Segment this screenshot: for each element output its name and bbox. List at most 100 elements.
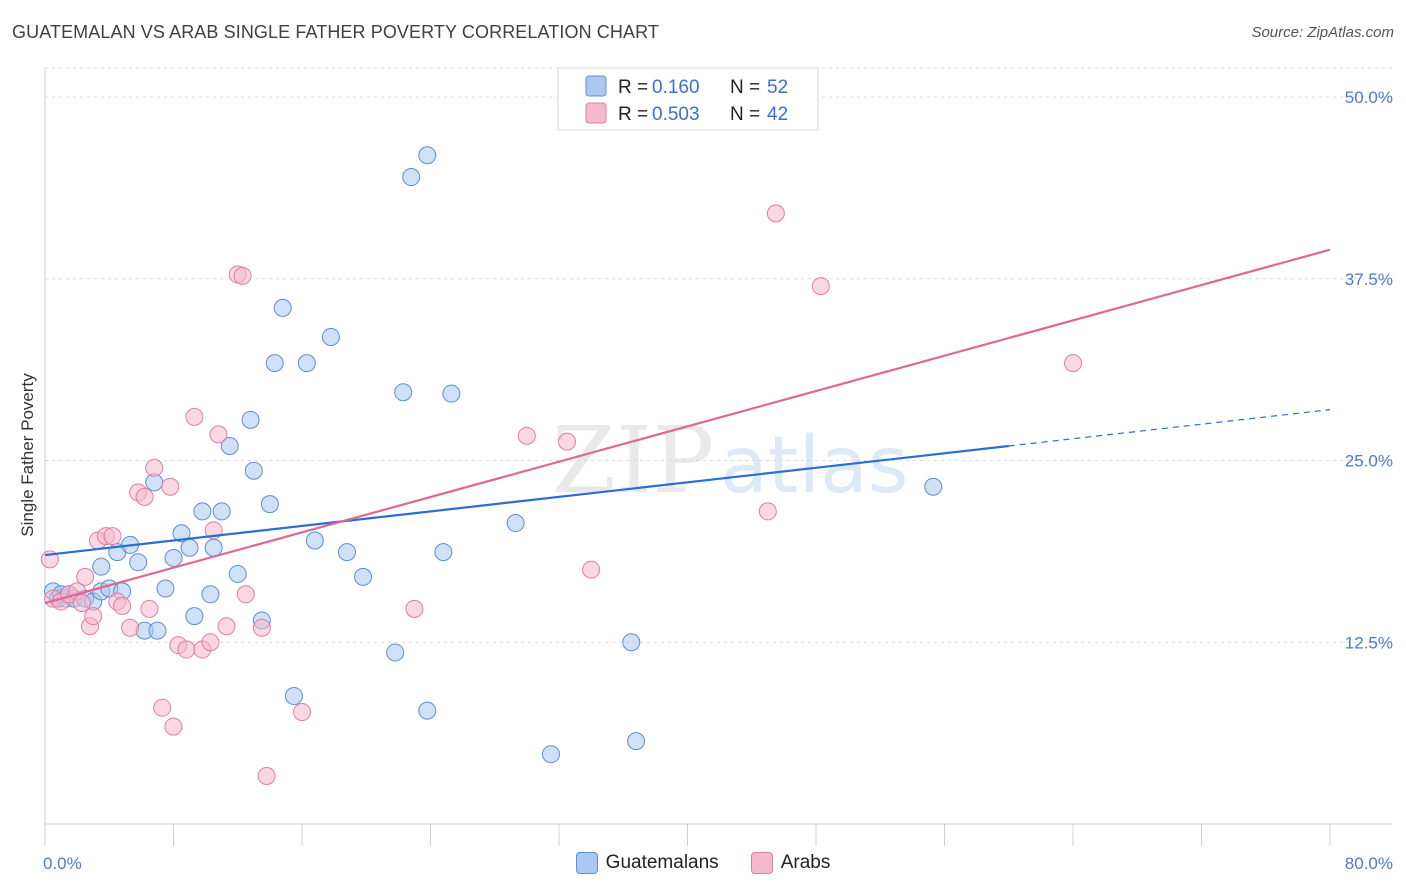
legend-r-label-1: R =: [618, 77, 648, 98]
source-credit: Source: ZipAtlas.com: [1251, 24, 1394, 41]
guatemalan-point-51: [627, 732, 646, 751]
guatemalan-point-52: [924, 477, 943, 496]
arab-point-24: [185, 407, 204, 426]
guatemalan-point-22: [185, 607, 204, 626]
legend-n-label-1: N =: [730, 77, 760, 98]
guatemalan-point-17: [148, 621, 167, 640]
y-tick-label-3: 50.0%: [1345, 88, 1393, 107]
arab-point-6: [76, 567, 95, 586]
legend-n-value-2: 42: [767, 104, 788, 125]
x-tick-labels: 0.0% 80.0%: [43, 854, 1393, 873]
x-tick-label-0: 0.0%: [43, 854, 82, 873]
legend-swatch-guatemalans: [585, 75, 607, 97]
arab-point-16: [135, 487, 154, 506]
guatemalan-point-28: [228, 564, 247, 583]
bottom-legend-swatch-guatemalans: [575, 852, 598, 874]
guatemalan-point-23: [193, 502, 212, 521]
bottom-legend-swatch-arabs: [750, 852, 773, 874]
legend-r-value-2: 0.503: [652, 104, 700, 125]
guatemalan-point-47: [442, 384, 461, 403]
bottom-legend: Guatemalans Arabs: [0, 852, 1406, 874]
arab-point-28: [209, 425, 228, 444]
bottom-legend-arabs: Arabs: [750, 852, 831, 874]
guatemalan-point-36: [297, 354, 316, 373]
watermark: ZIP atlas: [552, 407, 909, 514]
trendlines: [44, 248, 1331, 605]
arab-point-29: [217, 617, 236, 636]
arab-point-11: [103, 527, 122, 546]
arab-point-36: [405, 599, 424, 618]
legend-r-value-1: 0.160: [652, 77, 700, 98]
guatemalan-point-44: [418, 146, 437, 165]
arab-point-40: [758, 502, 777, 521]
guatemalan-point-26: [212, 502, 231, 521]
y-tick-labels: 12.5% 25.0% 37.5% 50.0%: [1345, 88, 1393, 652]
watermark-atlas: atlas: [720, 421, 909, 511]
arab-point-38: [558, 432, 577, 451]
arab-point-34: [257, 767, 276, 786]
guatemalan-point-20: [172, 524, 191, 543]
guatemalan-point-50: [622, 633, 641, 652]
guatemalan-point-35: [284, 687, 303, 706]
arab-point-8: [84, 607, 103, 626]
guatemalan-point-30: [244, 461, 263, 480]
guatemalan-point-42: [394, 383, 413, 402]
arab-point-43: [1064, 354, 1082, 373]
arab-point-37: [517, 426, 536, 445]
legend: R = 0.160 N = 52 R = 0.503 N = 42: [557, 67, 819, 131]
arab-point-5: [72, 594, 91, 613]
guatemalan-point-49: [541, 745, 560, 764]
legend-n-value-1: 52: [767, 77, 788, 98]
x-tick-label-1: 80.0%: [1345, 854, 1393, 873]
guatemalan-point-43: [402, 168, 421, 187]
guatemalan-trendline: [44, 444, 1009, 557]
guatemalan-point-25: [204, 538, 223, 557]
watermark-zip: ZIP: [552, 407, 714, 514]
guatemalan-point-45: [418, 701, 437, 720]
axes: [44, 68, 1392, 846]
guatemalan-point-18: [156, 579, 175, 598]
guatemalan-point-48: [506, 514, 525, 533]
arab-point-35: [293, 703, 311, 722]
arab-point-31: [233, 266, 252, 285]
arab-point-19: [153, 698, 172, 717]
guatemalan-point-29: [241, 410, 260, 429]
bottom-legend-guatemalans: Guatemalans: [575, 852, 719, 874]
bottom-legend-label-arabs: Arabs: [780, 852, 831, 873]
arab-point-14: [121, 618, 140, 637]
guatemalan-trendline-extension: [1008, 409, 1331, 447]
arab-point-26: [201, 633, 220, 652]
arab-point-41: [766, 204, 785, 223]
arab-point-21: [164, 717, 183, 736]
arab-point-39: [582, 560, 601, 579]
guatemalan-point-19: [164, 548, 183, 567]
y-tick-label-0: 12.5%: [1345, 633, 1393, 652]
arab-point-20: [161, 477, 180, 496]
guatemalan-point-27: [220, 437, 239, 455]
chart-title: GUATEMALAN VS ARAB SINGLE FATHER POVERTY…: [12, 22, 659, 42]
arab-trendline: [44, 248, 1331, 605]
arab-point-23: [177, 640, 196, 659]
guatemalan-point-32: [260, 495, 279, 514]
guatemalan-point-39: [337, 543, 356, 562]
gridlines: [45, 67, 1392, 643]
guatemalan-point-33: [265, 354, 284, 373]
guatemalan-point-46: [434, 543, 453, 562]
y-tick-label-2: 37.5%: [1345, 270, 1393, 289]
arab-point-32: [236, 585, 255, 604]
guatemalan-point-40: [354, 567, 373, 586]
arab-point-42: [811, 277, 830, 296]
legend-swatch-arabs: [585, 102, 607, 124]
guatemalan-point-38: [321, 327, 340, 346]
series-arabs: [40, 109, 1082, 786]
legend-r-label-2: R =: [618, 104, 648, 125]
guatemalan-point-41: [386, 643, 405, 662]
arab-point-13: [113, 596, 132, 615]
arab-point-18: [145, 458, 164, 477]
guatemalan-point-24: [201, 585, 220, 604]
y-tick-label-1: 25.0%: [1345, 452, 1393, 471]
arab-point-17: [140, 599, 159, 618]
guatemalan-point-21: [180, 538, 199, 557]
guatemalan-point-9: [92, 557, 111, 576]
